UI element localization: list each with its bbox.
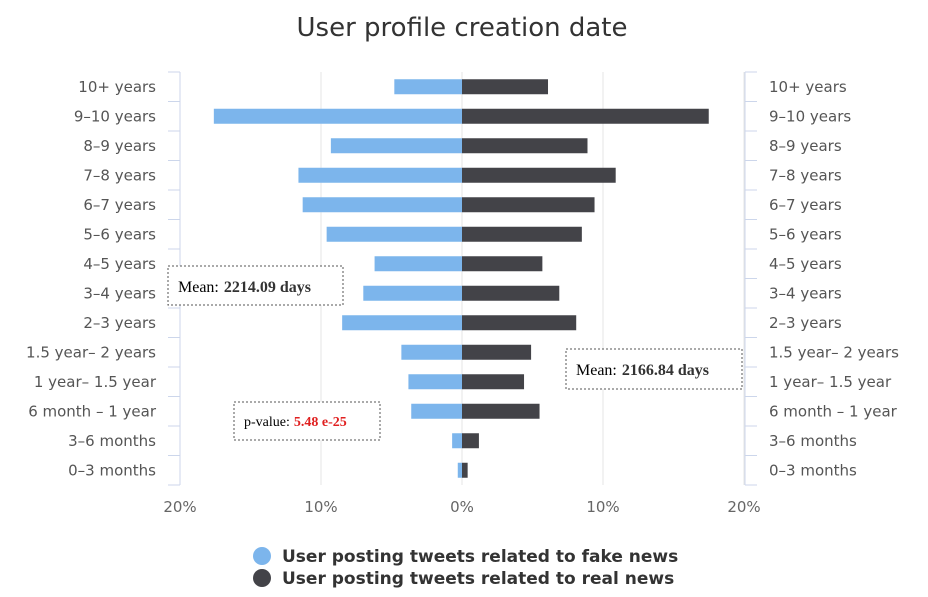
legend-marker-fake — [253, 547, 271, 565]
annotation-mean-fake: Mean: 2214.09 days — [167, 265, 344, 306]
category-label-right: 3–4 years — [769, 284, 842, 302]
x-tick-label: 10% — [304, 498, 337, 516]
bar-real — [462, 462, 468, 478]
bar-real — [462, 374, 525, 390]
bar-real — [462, 433, 479, 449]
category-label-left: 8–9 years — [83, 137, 156, 155]
bar-fake — [330, 138, 462, 154]
bar-real — [462, 403, 540, 419]
svg-text:p-value:5.48 e-25: p-value: 5.48 e-25 — [244, 415, 347, 430]
category-label-left: 9–10 years — [74, 107, 156, 125]
category-label-left: 6–7 years — [83, 196, 156, 214]
category-label-left: 3–6 months — [68, 432, 156, 450]
category-label-right: 10+ years — [769, 78, 847, 96]
mean-fake-label: Mean: — [178, 279, 219, 296]
category-label-left: 4–5 years — [83, 255, 156, 273]
x-tick-label: 10% — [586, 498, 619, 516]
category-label-right: 4–5 years — [769, 255, 842, 273]
bar-real — [462, 315, 577, 331]
bar-fake — [452, 433, 462, 449]
pvalue-value: 5.48 e-25 — [294, 415, 347, 430]
bar-fake — [374, 256, 462, 272]
category-label-left: 0–3 months — [68, 461, 156, 479]
bar-real — [462, 285, 560, 301]
category-label-right: 2–3 years — [769, 314, 842, 332]
svg-text:Mean:2166.84 days: Mean: 2166.84 days — [576, 362, 709, 379]
bar-fake — [401, 344, 462, 360]
bar-real — [462, 256, 543, 272]
category-label-right: 6 month – 1 year — [769, 402, 898, 420]
category-label-right: 0–3 months — [769, 461, 857, 479]
bars — [213, 79, 709, 478]
x-tick-label: 20% — [727, 498, 760, 516]
bar-fake — [457, 462, 462, 478]
category-label-right: 1 year– 1.5 year — [769, 373, 892, 391]
legend-marker-real — [253, 569, 271, 587]
mean-real-label: Mean: — [576, 362, 617, 379]
svg-text:Mean:2214.09 days: Mean: 2214.09 days — [178, 279, 311, 296]
bar-real — [462, 344, 532, 360]
category-label-right: 3–6 months — [769, 432, 857, 450]
bar-real — [462, 79, 549, 95]
category-label-left: 2–3 years — [83, 314, 156, 332]
legend: User posting tweets related to fake news… — [253, 547, 678, 589]
category-label-left: 6 month – 1 year — [28, 402, 157, 420]
bar-real — [462, 108, 709, 124]
category-label-right: 6–7 years — [769, 196, 842, 214]
bar-real — [462, 167, 616, 183]
bar-fake — [394, 79, 462, 95]
bar-real — [462, 138, 588, 154]
category-labels-left: 10+ years 9–10 years 8–9 years 7–8 years 6–7… — [26, 78, 157, 480]
category-label-right: 5–6 years — [769, 225, 842, 243]
mean-fake-value: 2214.09 days — [224, 279, 311, 296]
bar-real — [462, 197, 595, 213]
bar-fake — [326, 226, 462, 242]
x-tick-labels: 20% 10% 0% 10% 20% — [163, 498, 760, 516]
category-label-right: 9–10 years — [769, 107, 851, 125]
annotation-mean-real: Mean: 2166.84 days — [565, 348, 743, 390]
category-label-left: 10+ years — [78, 78, 156, 96]
bar-fake — [363, 285, 462, 301]
x-tick-label: 0% — [450, 498, 474, 516]
bar-fake — [298, 167, 462, 183]
chart-title: User profile creation date — [297, 13, 628, 43]
category-label-left: 3–4 years — [83, 284, 156, 302]
category-label-left: 5–6 years — [83, 225, 156, 243]
x-tick-label: 20% — [163, 498, 196, 516]
legend-label-real: User posting tweets related to real news — [282, 569, 674, 589]
category-label-right: 1.5 year– 2 years — [769, 343, 899, 361]
bar-fake — [411, 403, 462, 419]
bar-fake — [408, 374, 462, 390]
legend-label-fake: User posting tweets related to fake news — [282, 547, 678, 567]
pvalue-label: p-value: — [244, 415, 290, 430]
mean-real-value: 2166.84 days — [622, 362, 709, 379]
category-label-left: 1 year– 1.5 year — [34, 373, 157, 391]
category-label-left: 1.5 year– 2 years — [26, 343, 156, 361]
category-label-right: 7–8 years — [769, 166, 842, 184]
category-label-left: 7–8 years — [83, 166, 156, 184]
annotation-pvalue: p-value: 5.48 e-25 — [233, 401, 381, 441]
bar-fake — [213, 108, 462, 124]
bar-fake — [302, 197, 462, 213]
category-labels-right: 10+ years 9–10 years 8–9 years 7–8 years 6–7… — [769, 78, 899, 480]
category-label-right: 8–9 years — [769, 137, 842, 155]
bar-real — [462, 226, 582, 242]
bar-fake — [342, 315, 462, 331]
